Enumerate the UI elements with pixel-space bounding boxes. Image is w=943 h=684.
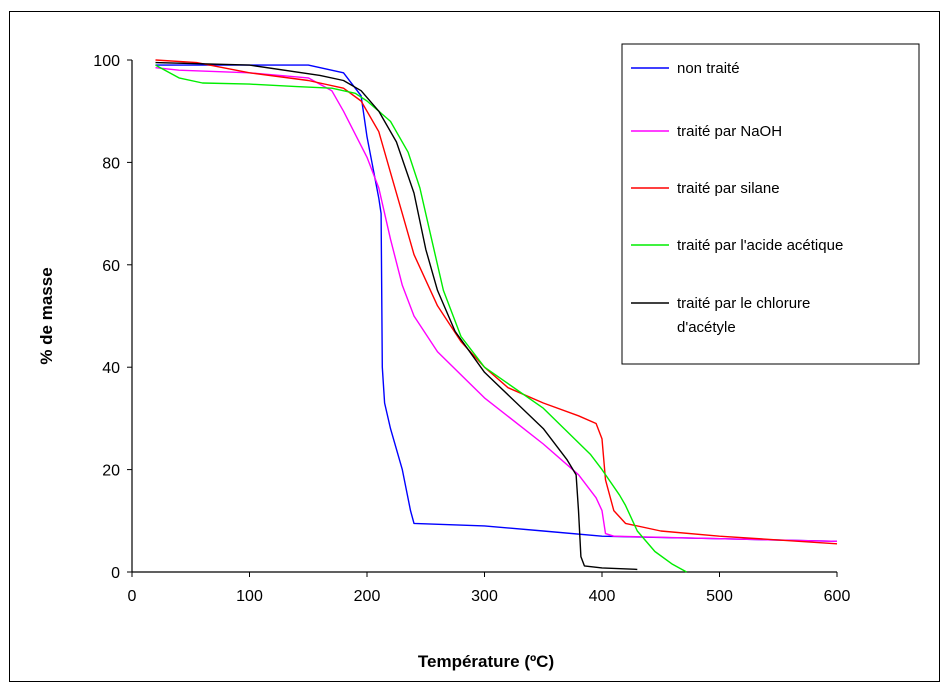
- y-tick-label: 80: [102, 155, 120, 172]
- legend-label-5: traité par le chlorure d'acétyle: [677, 295, 810, 336]
- y-tick-label: 0: [111, 565, 120, 582]
- y-tick-label: 100: [93, 53, 120, 70]
- series-line-4: [155, 64, 687, 573]
- x-tick-label: 500: [706, 588, 733, 605]
- legend: non traité traité par NaOH traité par sila…: [621, 43, 920, 365]
- tick-marks: 0 100 200 300 400 500 600 0 20 40 60 80 100: [93, 53, 850, 605]
- x-tick-label: 200: [354, 588, 381, 605]
- x-axis-title: Température (ºC): [418, 652, 554, 671]
- series-line-1: [155, 64, 838, 542]
- x-tick-label: 100: [236, 588, 263, 605]
- series-lines: [155, 59, 838, 573]
- x-tick-label: 300: [471, 588, 498, 605]
- y-axis-title: % de masse: [37, 267, 56, 364]
- legend-label-2: traité par NaOH: [677, 123, 782, 140]
- legend-label-1: non traité: [677, 60, 740, 77]
- series-line-5: [155, 61, 638, 571]
- legend-label-4: traité par l'acide acétique: [677, 237, 843, 254]
- x-tick-label: 400: [589, 588, 616, 605]
- x-tick-label: 0: [128, 588, 137, 605]
- y-tick-label: 60: [102, 258, 120, 275]
- series-line-3: [155, 59, 838, 545]
- y-tick-label: 20: [102, 463, 120, 480]
- y-tick-label: 40: [102, 360, 120, 377]
- legend-box: [621, 43, 920, 365]
- legend-label-3: traité par silane: [677, 180, 780, 197]
- x-tick-label: 600: [824, 588, 851, 605]
